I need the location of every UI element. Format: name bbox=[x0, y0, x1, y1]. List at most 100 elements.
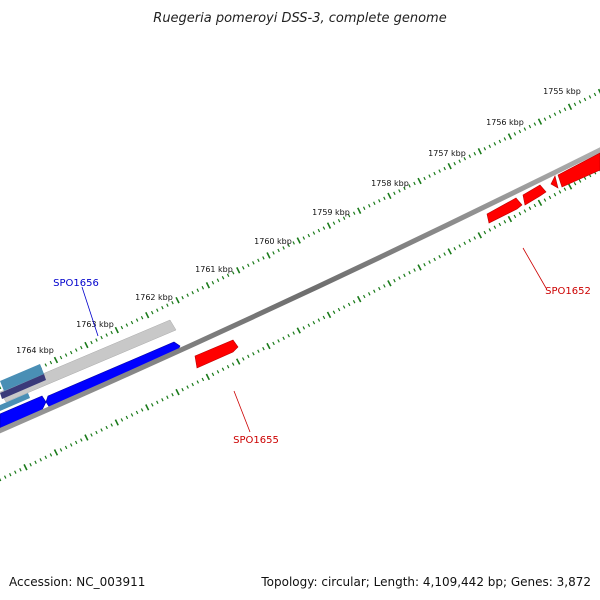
ruler-minor-tick bbox=[226, 364, 230, 369]
ruler-minor-tick bbox=[383, 196, 386, 201]
ruler-major-tick bbox=[175, 296, 180, 304]
ruler-major-tick bbox=[447, 162, 452, 170]
ruler-minor-tick bbox=[166, 395, 169, 399]
ruler-minor-tick bbox=[317, 228, 321, 233]
tick-label-1757: 1757 kbp bbox=[428, 149, 466, 158]
gene-red-2[interactable] bbox=[522, 184, 547, 206]
ruler-minor-tick bbox=[74, 348, 78, 352]
genome-backbone bbox=[0, 147, 600, 434]
ruler-minor-tick bbox=[196, 380, 200, 384]
ruler-minor-tick bbox=[543, 117, 547, 121]
ruler-minor-tick bbox=[44, 455, 48, 460]
ruler-minor-tick bbox=[558, 190, 562, 194]
ruler-minor-tick bbox=[403, 186, 406, 191]
ruler-major-tick bbox=[205, 373, 211, 381]
ruler-minor-tick bbox=[332, 221, 336, 225]
ruler-minor-tick bbox=[302, 326, 306, 330]
ruler-major-tick bbox=[357, 207, 362, 214]
ruler-minor-tick bbox=[120, 325, 124, 330]
label-SPO1656[interactable]: SPO1656 bbox=[53, 278, 99, 289]
ruler-minor-tick bbox=[362, 206, 366, 210]
ruler-minor-tick bbox=[105, 333, 108, 337]
ruler-major-tick bbox=[114, 419, 119, 426]
ruler-minor-tick bbox=[383, 284, 386, 288]
ruler-minor-tick bbox=[161, 398, 164, 402]
ruler-minor-tick bbox=[161, 305, 164, 310]
ruler-minor-tick bbox=[588, 95, 592, 99]
ruler-minor-tick bbox=[453, 161, 456, 166]
ruler-minor-tick bbox=[458, 244, 462, 248]
ruler-minor-tick bbox=[543, 198, 547, 202]
label-SPO1655[interactable]: SPO1655 bbox=[233, 435, 279, 446]
ruler-minor-tick bbox=[69, 350, 73, 355]
ruler-minor-tick bbox=[337, 307, 341, 312]
ruler-minor-tick bbox=[0, 477, 2, 482]
ruler-minor-tick bbox=[337, 218, 341, 223]
ruler-minor-tick bbox=[135, 318, 139, 322]
ruler-minor-tick bbox=[573, 102, 577, 107]
ruler-minor-tick bbox=[468, 154, 472, 158]
ruler-minor-tick bbox=[548, 114, 552, 119]
ruler-minor-tick bbox=[473, 236, 477, 240]
ruler-major-tick bbox=[236, 267, 241, 274]
ruler-minor-tick bbox=[211, 281, 215, 285]
ruler-minor-tick bbox=[483, 147, 487, 151]
ruler-minor-tick bbox=[191, 382, 194, 387]
gene-red-3[interactable] bbox=[550, 175, 559, 189]
ruler-minor-tick bbox=[226, 273, 230, 277]
ruler-major-tick bbox=[387, 192, 392, 200]
inner-ruler bbox=[0, 166, 600, 482]
ruler-minor-tick bbox=[181, 296, 184, 300]
accession-text: Accession: NC_003911 bbox=[9, 575, 145, 589]
tick-label-1763: 1763 kbp bbox=[76, 320, 114, 329]
ruler-minor-tick bbox=[44, 363, 48, 367]
ruler-minor-tick bbox=[49, 360, 53, 365]
ruler-minor-tick bbox=[548, 195, 552, 200]
ruler-minor-tick bbox=[528, 124, 532, 129]
ruler-minor-tick bbox=[171, 393, 174, 397]
ruler-minor-tick bbox=[59, 355, 63, 360]
ruler-minor-tick bbox=[488, 144, 492, 149]
gene-SPO1655[interactable] bbox=[194, 339, 239, 369]
ruler-major-tick bbox=[53, 356, 59, 364]
gene-blue-left[interactable] bbox=[0, 395, 47, 429]
gene-SPO1652[interactable] bbox=[486, 197, 523, 224]
ruler-minor-tick bbox=[69, 443, 73, 447]
ruler-minor-tick bbox=[463, 241, 467, 245]
ruler-minor-tick bbox=[393, 191, 396, 196]
ruler-minor-tick bbox=[302, 236, 306, 240]
ruler-minor-tick bbox=[262, 256, 265, 260]
tick-label-1756: 1756 kbp bbox=[486, 118, 524, 127]
ruler-minor-tick bbox=[458, 159, 461, 163]
ruler-minor-tick bbox=[463, 157, 467, 161]
tick-label-1758: 1758 kbp bbox=[371, 179, 409, 188]
ruler-major-tick bbox=[326, 311, 332, 319]
tick-label-1764: 1764 kbp bbox=[16, 346, 54, 355]
ruler-minor-tick bbox=[518, 212, 522, 216]
tick-label-1762: 1762 kbp bbox=[135, 293, 173, 302]
ruler-minor-tick bbox=[140, 408, 144, 412]
ruler-minor-tick bbox=[130, 320, 134, 325]
ruler-major-tick bbox=[537, 199, 543, 206]
ruler-minor-tick bbox=[423, 176, 426, 181]
ruler-major-tick bbox=[114, 326, 119, 334]
ruler-minor-tick bbox=[332, 310, 336, 314]
label-SPO1652[interactable]: SPO1652 bbox=[545, 286, 591, 297]
ruler-minor-tick bbox=[408, 271, 411, 275]
ruler-minor-tick bbox=[322, 315, 326, 320]
map-title: Ruegeria pomeroyi DSS-3, complete genome bbox=[153, 11, 446, 26]
ruler-minor-tick bbox=[9, 472, 12, 477]
ruler-minor-tick bbox=[105, 425, 108, 430]
ruler-minor-tick bbox=[156, 400, 159, 405]
ruler-minor-tick bbox=[558, 110, 562, 114]
ruler-minor-tick bbox=[453, 247, 457, 251]
ruler-minor-tick bbox=[216, 278, 220, 282]
ruler-minor-tick bbox=[80, 345, 83, 350]
ruler-minor-tick bbox=[443, 252, 446, 256]
ruler-minor-tick bbox=[135, 410, 139, 415]
gene-red-4[interactable] bbox=[557, 152, 600, 188]
ruler-major-tick bbox=[84, 434, 89, 441]
ruler-minor-tick bbox=[171, 300, 174, 305]
ruler-minor-tick bbox=[428, 174, 431, 178]
ruler-minor-tick bbox=[211, 372, 215, 377]
